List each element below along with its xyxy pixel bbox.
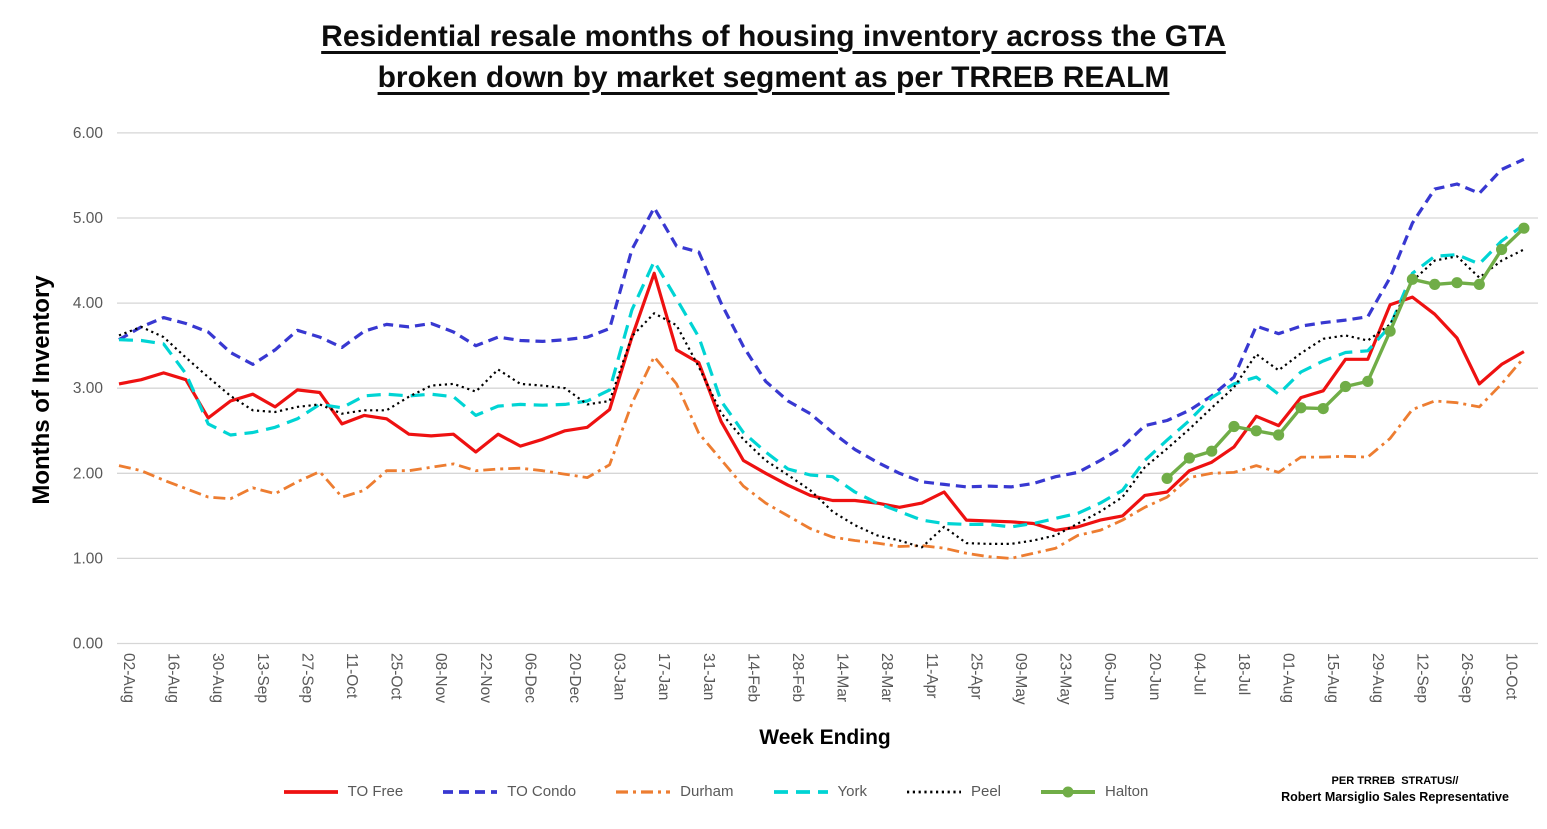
y-tick-label: 6.00 — [73, 125, 104, 142]
series-line-durham — [118, 355, 1525, 560]
x-tick-label: 02-Aug — [120, 653, 137, 703]
x-tick-label: 12-Sep — [1413, 653, 1430, 703]
series-marker-halton — [1206, 445, 1218, 457]
legend-label: TO Free — [347, 783, 404, 800]
x-tick-label: 08-Nov — [432, 653, 449, 703]
x-tick-label: 15-Aug — [1324, 653, 1341, 703]
series-marker-halton — [1518, 222, 1530, 234]
x-tick-label: 06-Dec — [521, 653, 538, 703]
series-marker-halton — [1339, 380, 1352, 393]
legend-item-durham: Durham — [614, 783, 734, 800]
x-tick-label: 09-May — [1012, 653, 1029, 705]
legend-key-icon — [773, 789, 828, 794]
x-tick-label: 18-Jul — [1235, 653, 1252, 695]
x-tick-label: 01-Aug — [1280, 653, 1297, 703]
legend-item-to-free: TO Free — [282, 783, 404, 800]
legend-label: Peel — [970, 783, 1001, 800]
series-line-to-free — [118, 271, 1525, 532]
x-tick-label: 27-Sep — [298, 653, 315, 703]
series-marker-halton — [1161, 472, 1173, 484]
legend-key-marker — [1062, 786, 1074, 797]
series-marker-halton — [1406, 273, 1418, 285]
x-tick-label: 14-Mar — [834, 653, 851, 702]
series-line-to-condo — [118, 157, 1525, 489]
chart-title: Residential resale months of housing inv… — [0, 16, 1547, 98]
series-marker-halton — [1429, 278, 1441, 290]
x-tick-label: 11-Oct — [343, 653, 360, 699]
legend-label: Halton — [1105, 783, 1149, 800]
x-tick-label: 04-Jul — [1190, 653, 1207, 695]
x-tick-label: 03-Jan — [611, 653, 628, 700]
series-marker-halton — [1250, 425, 1262, 437]
series-marker-halton — [1362, 375, 1374, 387]
legend-key-icon — [283, 789, 338, 794]
x-tick-label: 16-Aug — [165, 653, 182, 703]
series-line-york — [118, 223, 1525, 529]
x-tick-label: 10-Oct — [1503, 653, 1520, 700]
series-marker-halton — [1451, 277, 1463, 289]
x-tick-label: 11-Apr — [923, 653, 940, 698]
chart-title-line2: broken down by market segment as per TRR… — [377, 61, 1170, 94]
footnote-line2: Robert Marsiglio Sales Representative — [1281, 790, 1509, 804]
x-axis-title: Week Ending — [759, 726, 891, 749]
x-tick-label: 17-Jan — [655, 653, 672, 700]
y-tick-label: 1.00 — [73, 550, 104, 567]
x-tick-label: 26-Sep — [1458, 653, 1475, 703]
series-marker-halton — [1473, 278, 1485, 290]
series-marker-halton — [1496, 243, 1508, 256]
legend-key-icon — [1041, 786, 1095, 797]
x-tick-label: 28-Mar — [878, 653, 895, 702]
series-marker-halton — [1384, 325, 1396, 337]
legend-item-peel: Peel — [905, 783, 1001, 800]
x-tick-label: 20-Jun — [1146, 653, 1163, 700]
x-tick-label: 23-May — [1057, 653, 1074, 705]
x-tick-label: 14-Feb — [744, 653, 761, 702]
legend-key-icon — [443, 789, 498, 794]
legend-item-to-condo: TO Condo — [441, 783, 576, 800]
x-tick-label: 30-Aug — [209, 653, 226, 703]
chart-title-line1: Residential resale months of housing inv… — [321, 20, 1226, 53]
chart-legend: TO Free TO Condo Durham York Peel Halton — [0, 783, 1430, 800]
series-marker-halton — [1273, 429, 1285, 441]
legend-label: York — [837, 783, 867, 800]
series-marker-halton — [1317, 403, 1329, 415]
series-marker-halton — [1228, 420, 1240, 433]
x-tick-label: 31-Jan — [700, 653, 717, 700]
x-tick-label: 20-Dec — [566, 653, 583, 703]
legend-item-halton: Halton — [1039, 783, 1148, 800]
x-tick-label: 06-Jun — [1101, 653, 1118, 700]
x-tick-label: 25-Oct — [388, 653, 405, 700]
x-tick-label: 25-Apr — [967, 653, 984, 700]
series-marker-halton — [1295, 402, 1307, 414]
y-tick-label: 0.00 — [73, 636, 104, 653]
legend-label: TO Condo — [507, 783, 577, 800]
source-footnote: PER TRREB STRATUS// Robert Marsiglio Sal… — [1263, 775, 1527, 804]
footnote-line1: PER TRREB STRATUS// — [1331, 775, 1459, 787]
y-tick-label: 3.00 — [73, 380, 104, 397]
x-tick-label: 28-Feb — [789, 653, 806, 702]
legend-label: Durham — [680, 783, 734, 800]
series-marker-halton — [1183, 452, 1195, 464]
legend-key-icon — [616, 789, 671, 794]
legend-item-york: York — [772, 783, 867, 800]
x-tick-label: 13-Sep — [254, 653, 271, 703]
legend-key-icon — [906, 790, 961, 793]
series-line-peel — [118, 248, 1525, 549]
y-tick-label: 5.00 — [73, 210, 104, 227]
x-tick-label: 22-Nov — [477, 653, 494, 703]
y-tick-label: 4.00 — [73, 295, 104, 312]
x-tick-label: 29-Aug — [1369, 653, 1386, 703]
y-tick-label: 2.00 — [73, 465, 104, 482]
